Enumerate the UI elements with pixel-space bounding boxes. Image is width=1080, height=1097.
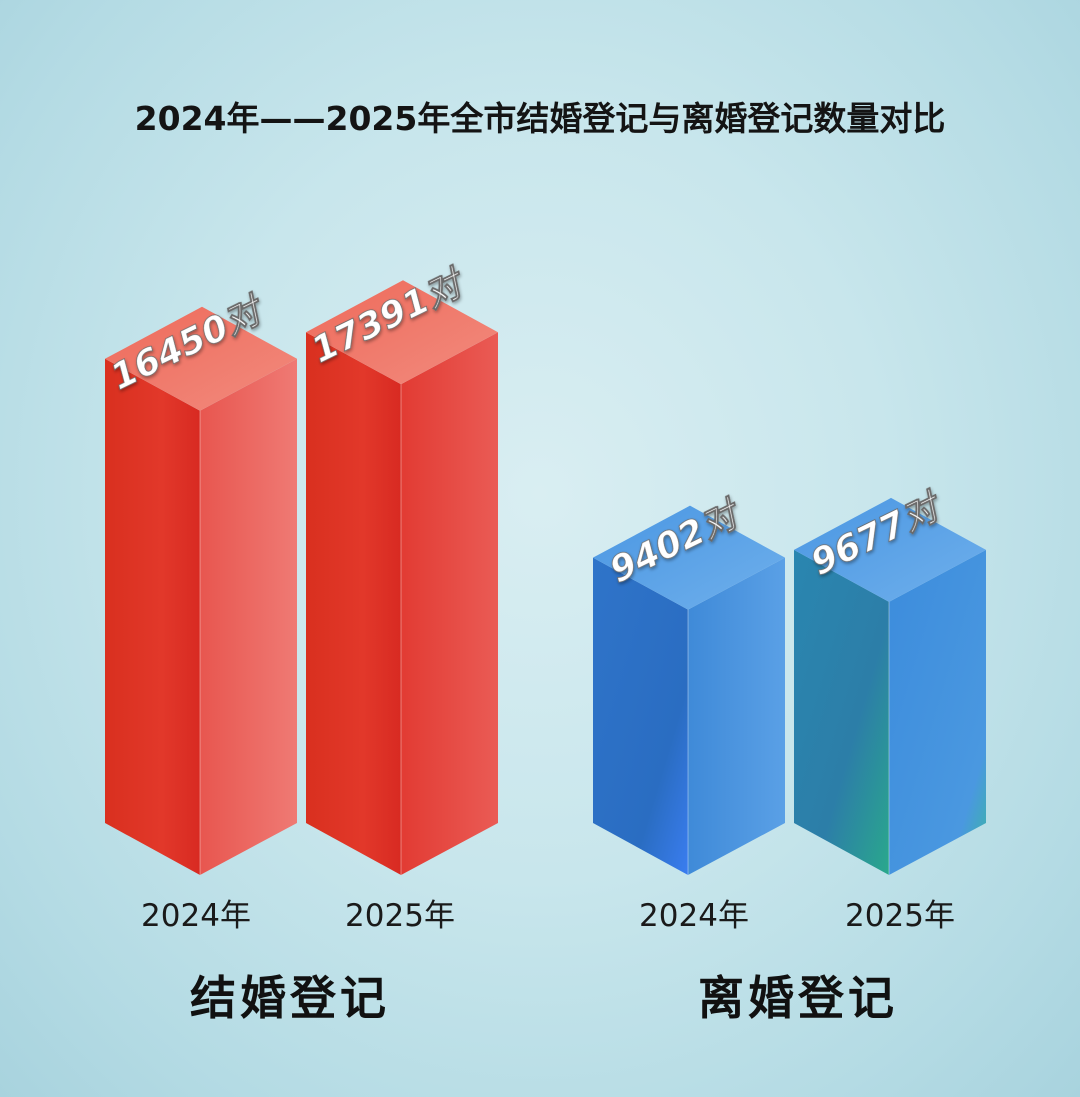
group-label: 离婚登记 bbox=[698, 971, 898, 1025]
group-label: 结婚登记 bbox=[190, 971, 390, 1025]
bar-top-face bbox=[105, 306, 297, 411]
x-tick-label: 2024年 bbox=[141, 898, 251, 934]
chart-title: 2024年——2025年全市结婚登记与离婚登记数量对比 bbox=[134, 99, 946, 138]
bar-top-face bbox=[306, 280, 498, 385]
bar bbox=[105, 306, 297, 875]
bar-front-face bbox=[794, 549, 889, 875]
bar-side-face bbox=[688, 557, 785, 875]
bar bbox=[593, 505, 785, 875]
bar-side-face bbox=[200, 358, 297, 875]
x-tick-label: 2024年 bbox=[639, 898, 749, 934]
bar-side-face bbox=[401, 332, 498, 876]
bar-front-face bbox=[306, 332, 401, 876]
x-tick-label: 2025年 bbox=[345, 898, 455, 934]
bar-top-face bbox=[794, 497, 986, 602]
bar-top-face bbox=[593, 505, 785, 610]
bar-front-face bbox=[105, 358, 200, 875]
bar-side-face bbox=[889, 549, 986, 875]
x-tick-label: 2025年 bbox=[845, 898, 955, 934]
bar bbox=[306, 280, 498, 876]
bar-front-face bbox=[593, 557, 688, 875]
bar bbox=[794, 497, 986, 875]
